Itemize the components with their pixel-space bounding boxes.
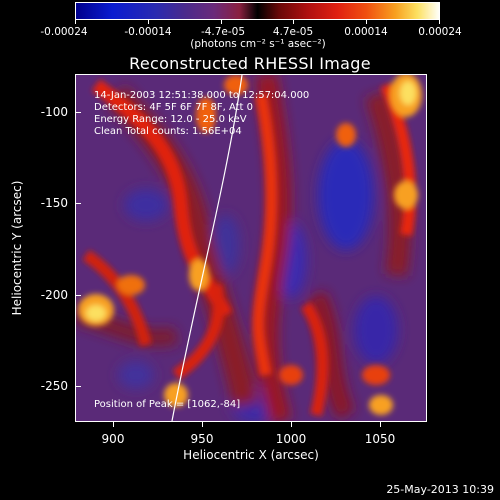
colorbar-tick	[293, 20, 294, 24]
colorbar-tick	[221, 20, 222, 24]
x-tick	[202, 421, 203, 427]
x-tick	[113, 421, 114, 427]
colorbar-tick-label: 0.00014	[344, 26, 388, 38]
x-tick-label: 900	[101, 432, 125, 446]
colorbar-tick	[439, 20, 440, 24]
rhessi-image	[76, 75, 426, 421]
x-tick	[380, 421, 381, 427]
x-tick	[291, 421, 292, 427]
x-axis-title: Heliocentric X (arcsec)	[183, 448, 319, 462]
peak-position: Position of Peak = [1062,-84]	[94, 399, 241, 410]
colorbar-tick	[148, 20, 149, 24]
colorbar-units: (photons cm⁻² s⁻¹ asec⁻²)	[190, 38, 326, 50]
rhessi-image-panel: 14-Jan-2003 12:51:38.000 to 12:57:04.000…	[75, 74, 427, 422]
detectors-info: Detectors: 4F 5F 6F 7F 8F, Att 0	[94, 102, 254, 113]
y-tick	[75, 386, 81, 387]
y-axis-title: Heliocentric Y (arcsec)	[10, 180, 24, 316]
y-tick-label: -250	[40, 379, 68, 393]
colorbar-tick-label: 4.7e-05	[272, 26, 314, 38]
colorbar	[75, 2, 440, 20]
y-tick	[75, 203, 81, 204]
colorbar-tick	[366, 20, 367, 24]
colorbar-tick-label: -0.00014	[124, 26, 172, 38]
observation-time: 14-Jan-2003 12:51:38.000 to 12:57:04.000	[94, 90, 310, 101]
datestamp: 25-May-2013 10:39	[386, 483, 494, 496]
solar-limb-line	[171, 75, 243, 421]
colorbar-tick	[75, 20, 76, 24]
y-tick	[75, 112, 81, 113]
image-title: Reconstructed RHESSI Image	[129, 54, 371, 73]
colorbar-tick-label: 0.00024	[418, 26, 462, 38]
colorbar-tick-label: -0.00024	[40, 26, 88, 38]
x-tick-label: 1000	[275, 432, 307, 446]
y-tick-label: -100	[40, 105, 68, 119]
method-counts: Clean Total counts: 1.56E+04	[94, 126, 242, 137]
y-tick-label: -150	[40, 196, 68, 210]
y-tick-label: -200	[40, 288, 68, 302]
colorbar-tick-label: -4.7e-05	[200, 26, 246, 38]
energy-range: Energy Range: 12.0 - 25.0 keV	[94, 114, 247, 125]
y-tick	[75, 295, 81, 296]
x-tick-label: 1050	[364, 432, 396, 446]
x-tick-label: 950	[190, 432, 214, 446]
